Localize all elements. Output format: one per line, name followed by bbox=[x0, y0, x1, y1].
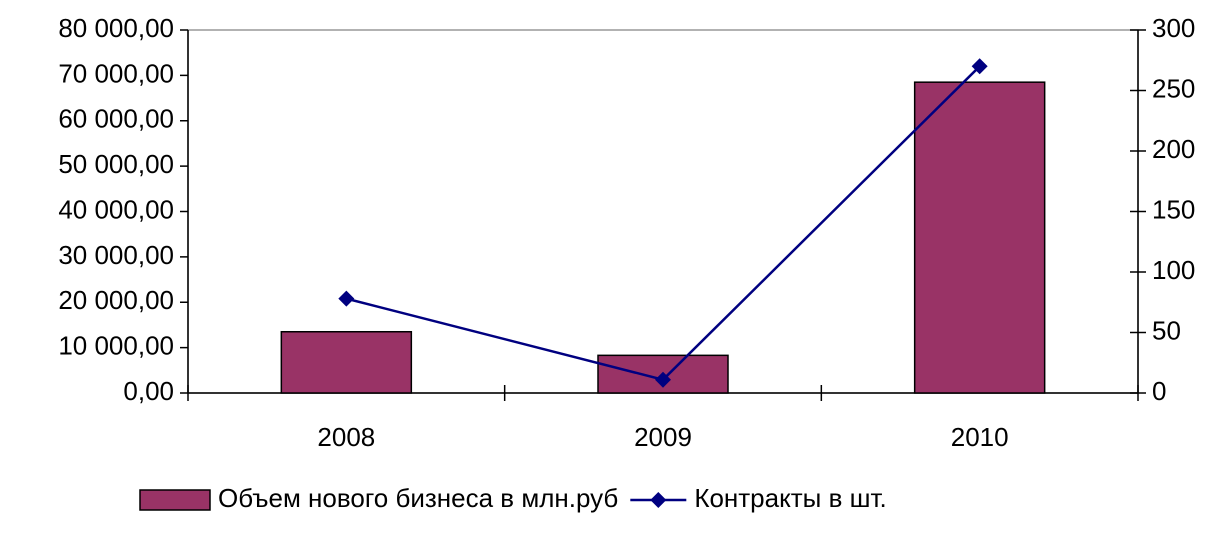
y-tick-label: 80 000,00 bbox=[58, 13, 174, 43]
y-tick-label: 40 000,00 bbox=[58, 194, 174, 224]
y-tick-label: 50 000,00 bbox=[58, 149, 174, 179]
bar bbox=[913, 81, 1046, 394]
marker bbox=[655, 371, 671, 388]
x-tick-label: 2008 bbox=[317, 422, 375, 452]
legend-label: Объем нового бизнеса в млн.руб bbox=[218, 483, 618, 513]
marker bbox=[971, 58, 988, 75]
line bbox=[346, 65, 981, 382]
y2-tick-label: 0 bbox=[1152, 376, 1166, 406]
y-tick-label: 60 000,00 bbox=[58, 104, 174, 134]
y2-tick-label: 300 bbox=[1152, 13, 1195, 43]
y2-tick-label: 50 bbox=[1152, 315, 1181, 345]
x-tick-label: 2009 bbox=[634, 422, 692, 452]
y-tick-label: 70 000,00 bbox=[58, 58, 174, 88]
legend-label: Контракты в шт. bbox=[694, 483, 886, 513]
y-tick-label: 10 000,00 bbox=[58, 331, 174, 361]
y2-tick-label: 150 bbox=[1152, 194, 1195, 224]
bar bbox=[280, 330, 413, 394]
x-tick-label: 2010 bbox=[951, 422, 1009, 452]
y-tick-label: 0,00 bbox=[123, 376, 174, 406]
y2-tick-label: 200 bbox=[1152, 134, 1195, 164]
marker bbox=[338, 290, 355, 307]
y-tick-label: 20 000,00 bbox=[58, 285, 174, 315]
y2-tick-label: 250 bbox=[1152, 73, 1195, 103]
legend-marker bbox=[650, 492, 667, 508]
y-tick-label: 30 000,00 bbox=[58, 240, 174, 270]
y2-tick-label: 100 bbox=[1152, 255, 1195, 285]
legend-swatch bbox=[139, 489, 211, 511]
